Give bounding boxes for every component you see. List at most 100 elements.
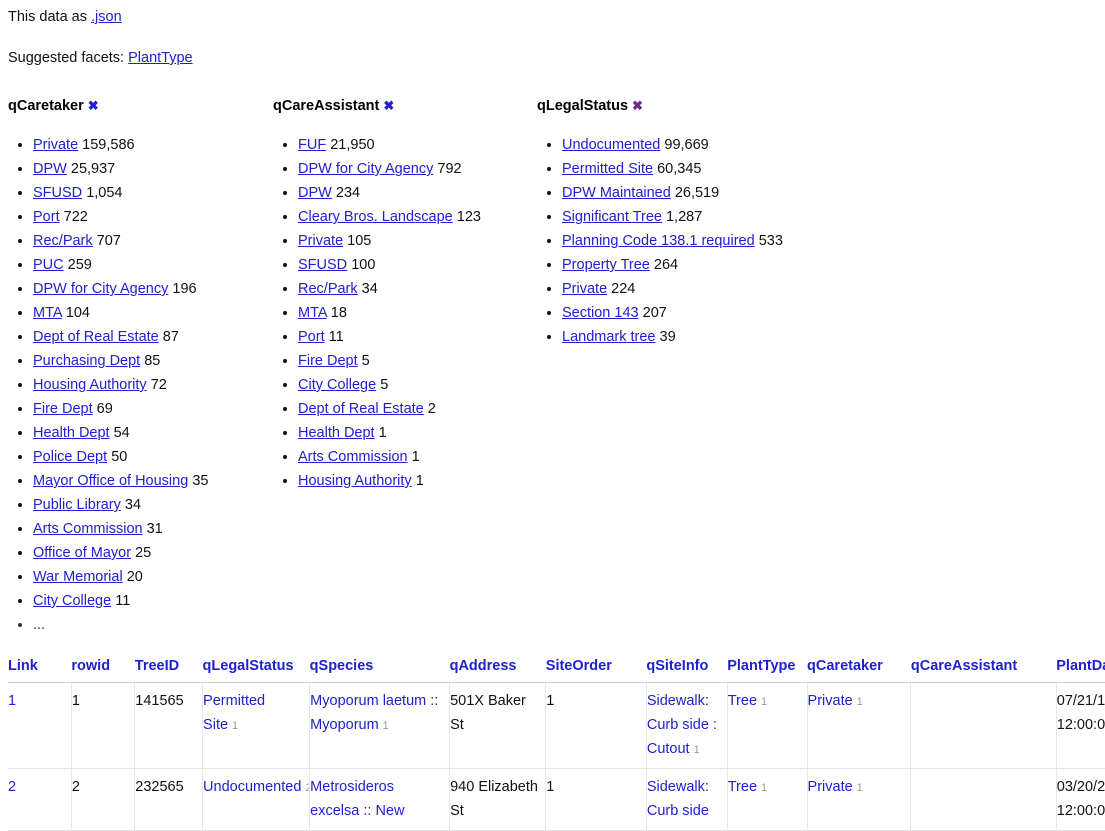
facet-value-link[interactable]: Permitted Site <box>562 161 654 177</box>
facet-value-link[interactable]: PUC <box>33 257 64 273</box>
cell-qcaretaker[interactable]: Private 1 <box>807 682 912 769</box>
row-detail-link[interactable]: 2 <box>8 779 17 795</box>
facet-value-link[interactable]: Metrosideros excelsa :: New <box>310 779 405 819</box>
cell-planttype[interactable]: Tree 1 <box>727 768 808 831</box>
facet-value-link[interactable]: DPW for City Agency <box>33 281 169 297</box>
facet-value-link[interactable]: Port <box>298 329 325 345</box>
cell-qspecies[interactable]: Metrosideros excelsa :: New <box>309 768 451 831</box>
facet-value-link[interactable]: Section 143 <box>562 305 639 321</box>
count-badge: 1 <box>382 720 389 732</box>
cell-qsiteinfo[interactable]: Sidewalk: Curb side : Cutout 1 <box>646 682 728 769</box>
facet-value-link[interactable]: Undocumented <box>203 779 302 795</box>
facet-value-link[interactable]: War Memorial <box>33 569 123 585</box>
column-header-rowid[interactable]: rowid <box>71 658 135 683</box>
results-table-region[interactable]: Link rowid TreeID qLegalStatus qSpecies … <box>8 658 1105 831</box>
count-badge: 1 <box>761 696 768 708</box>
facet-value-link[interactable]: Police Dept <box>33 449 108 465</box>
cell-qcaretaker[interactable]: Private 1 <box>807 768 912 831</box>
column-header-qcareassistant[interactable]: qCareAssistant <box>910 658 1057 683</box>
table-header-row: Link rowid TreeID qLegalStatus qSpecies … <box>8 658 1105 683</box>
facet-value-link[interactable]: Sidewalk: Curb side : Cutout <box>646 693 717 757</box>
facet-value-link[interactable]: DPW for City Agency <box>298 161 434 177</box>
column-header-qlegalstatus[interactable]: qLegalStatus <box>202 658 310 683</box>
facet-value-link[interactable]: Planning Code 138.1 required <box>562 233 755 249</box>
cell-qcareassistant <box>910 768 1057 831</box>
suggested-facet-planttype-link[interactable]: PlantType <box>128 50 193 66</box>
facet-value-link[interactable]: FUF <box>298 137 327 153</box>
list-item: Public Library 34 <box>33 493 270 517</box>
facet-value-link[interactable]: Rec/Park <box>298 281 358 297</box>
column-header-link[interactable]: Link <box>8 658 72 683</box>
facet-value-link[interactable]: Landmark tree <box>562 329 656 345</box>
facet-value-link[interactable]: Port <box>33 209 60 225</box>
facet-count: 85 <box>144 353 161 369</box>
close-icon[interactable]: ✖ <box>632 98 643 113</box>
facet-value-link[interactable]: Mayor Office of Housing <box>33 473 189 489</box>
facet-value-link[interactable]: Private <box>33 137 79 153</box>
column-header-qsiteinfo[interactable]: qSiteInfo <box>646 658 728 683</box>
facet-value-link[interactable]: Health Dept <box>298 425 375 441</box>
column-header-qspecies[interactable]: qSpecies <box>309 658 450 683</box>
cell-link[interactable]: 2 <box>8 768 72 831</box>
facet-value-link[interactable]: Housing Authority <box>33 377 147 393</box>
facet-value-link[interactable]: City College <box>298 377 377 393</box>
close-icon[interactable]: ✖ <box>87 98 99 113</box>
list-item: Landmark tree 39 <box>562 325 799 349</box>
facet-value-link[interactable]: Private <box>298 233 344 249</box>
facet-value-link[interactable]: Private <box>807 779 853 795</box>
cell-qspecies[interactable]: Myoporum laetum :: Myoporum 1 <box>309 682 451 769</box>
column-header-planttype[interactable]: PlantType <box>727 658 808 683</box>
facet-count: 60,345 <box>657 161 702 177</box>
cell-qsiteinfo[interactable]: Sidewalk: Curb side <box>646 768 728 831</box>
column-header-qcaretaker[interactable]: qCaretaker <box>807 658 911 683</box>
facet-value-link[interactable]: Tree <box>727 693 758 709</box>
facet-value-link[interactable]: Fire Dept <box>298 353 358 369</box>
column-header-siteorder[interactable]: SiteOrder <box>545 658 647 683</box>
facet-value-link[interactable]: Private <box>807 693 853 709</box>
column-header-plantdate[interactable]: PlantDate <box>1056 658 1105 683</box>
facet-value-link[interactable]: Dept of Real Estate <box>33 329 159 345</box>
facet-value-link[interactable]: Property Tree <box>562 257 650 273</box>
facet-value-link[interactable]: MTA <box>33 305 62 321</box>
cell-qlegalstatus[interactable]: Permitted Site 1 <box>202 682 311 769</box>
facet-value-link[interactable]: Arts Commission <box>298 449 408 465</box>
facet-value-link[interactable]: Public Library <box>33 497 121 513</box>
cell-link[interactable]: 1 <box>8 682 72 769</box>
facet-value-link[interactable]: Dept of Real Estate <box>298 401 424 417</box>
facet-value-link[interactable]: Tree <box>727 779 758 795</box>
column-header-treeid[interactable]: TreeID <box>134 658 203 683</box>
facet-value-link[interactable]: SFUSD <box>298 257 348 273</box>
facet-value-link[interactable]: Permitted Site <box>203 693 266 733</box>
facet-value-link[interactable]: Undocumented <box>562 137 661 153</box>
cell-planttype[interactable]: Tree 1 <box>727 682 808 769</box>
cell-qlegalstatus[interactable]: Undocumented2 <box>202 768 311 831</box>
cell-treeid: 141565 <box>134 682 204 769</box>
facet-value-link[interactable]: DPW <box>33 161 67 177</box>
facet-count: 207 <box>642 305 667 321</box>
facet-count: 87 <box>162 329 179 345</box>
facet-value-link[interactable]: MTA <box>298 305 327 321</box>
facet-value-link[interactable]: Rec/Park <box>33 233 93 249</box>
facet-value-link[interactable]: Myoporum laetum :: Myoporum <box>310 693 439 733</box>
row-detail-link[interactable]: 1 <box>8 693 17 709</box>
facet-value-link[interactable]: Health Dept <box>33 425 110 441</box>
facet-value-link[interactable]: Housing Authority <box>298 473 412 489</box>
facet-value-link[interactable]: City College <box>33 593 112 609</box>
cell-plantdate: 07/21/1955 12:00:00 AM <box>1056 682 1105 769</box>
facet-value-link[interactable]: Fire Dept <box>33 401 93 417</box>
facet-value-link[interactable]: Arts Commission <box>33 521 143 537</box>
facet-count: 264 <box>653 257 679 273</box>
facet-value-link[interactable]: Sidewalk: Curb side <box>646 779 709 819</box>
facet-value-link[interactable]: Significant Tree <box>562 209 662 225</box>
facet-value-link[interactable]: SFUSD <box>33 185 83 201</box>
facet-value-link[interactable]: Private <box>562 281 608 297</box>
facet-value-link[interactable]: Purchasing Dept <box>33 353 141 369</box>
facet-value-link[interactable]: DPW <box>298 185 332 201</box>
json-export-link[interactable]: .json <box>91 9 122 25</box>
facet-value-link[interactable]: Cleary Bros. Landscape <box>298 209 453 225</box>
facet-value-link[interactable]: Office of Mayor <box>33 545 132 561</box>
close-icon[interactable]: ✖ <box>383 98 395 113</box>
facet-value-link[interactable]: DPW Maintained <box>562 185 671 201</box>
column-header-qaddress[interactable]: qAddress <box>449 658 546 683</box>
cell-plantdate: 03/20/2000 12:00:00 <box>1056 768 1105 831</box>
